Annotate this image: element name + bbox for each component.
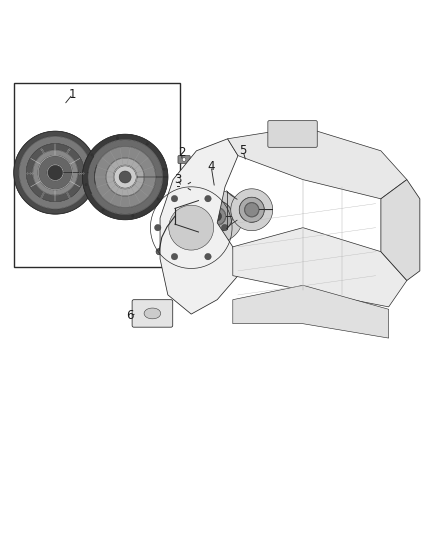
- Circle shape: [157, 198, 159, 200]
- Polygon shape: [26, 143, 84, 201]
- Text: 6: 6: [126, 309, 133, 322]
- Circle shape: [212, 212, 222, 221]
- Polygon shape: [82, 134, 168, 220]
- Polygon shape: [95, 147, 155, 207]
- Circle shape: [91, 154, 93, 156]
- Circle shape: [182, 158, 186, 161]
- Circle shape: [132, 215, 134, 217]
- Polygon shape: [228, 127, 407, 199]
- Polygon shape: [191, 190, 243, 243]
- Polygon shape: [88, 140, 162, 214]
- FancyBboxPatch shape: [268, 120, 317, 147]
- Polygon shape: [14, 131, 97, 214]
- Bar: [212, 241, 222, 251]
- Circle shape: [85, 183, 87, 186]
- Polygon shape: [201, 201, 232, 232]
- Circle shape: [208, 208, 226, 225]
- Polygon shape: [233, 228, 407, 307]
- Circle shape: [119, 171, 131, 183]
- FancyBboxPatch shape: [132, 300, 173, 327]
- Circle shape: [205, 196, 211, 202]
- Ellipse shape: [144, 308, 161, 319]
- Polygon shape: [106, 158, 144, 196]
- Polygon shape: [381, 180, 420, 280]
- Text: 2: 2: [178, 147, 186, 159]
- FancyBboxPatch shape: [178, 156, 190, 164]
- Circle shape: [171, 196, 178, 202]
- Text: 5: 5: [239, 144, 247, 157]
- Polygon shape: [19, 136, 92, 209]
- Polygon shape: [233, 285, 389, 338]
- Circle shape: [156, 248, 162, 255]
- Text: 4: 4: [207, 159, 215, 173]
- Circle shape: [171, 253, 178, 260]
- Polygon shape: [39, 156, 72, 189]
- Polygon shape: [33, 150, 78, 195]
- Circle shape: [155, 224, 161, 231]
- Polygon shape: [240, 197, 264, 222]
- Circle shape: [222, 224, 228, 231]
- Circle shape: [163, 168, 166, 171]
- Circle shape: [116, 137, 119, 139]
- Circle shape: [48, 165, 63, 180]
- Text: 1: 1: [69, 87, 77, 101]
- Circle shape: [102, 209, 104, 211]
- Circle shape: [205, 253, 211, 260]
- Polygon shape: [160, 139, 238, 314]
- Circle shape: [169, 205, 214, 250]
- Circle shape: [114, 166, 136, 188]
- Text: 3: 3: [174, 173, 181, 185]
- Polygon shape: [231, 189, 273, 231]
- Circle shape: [146, 143, 148, 145]
- Circle shape: [245, 203, 259, 216]
- Bar: [14, 83, 180, 266]
